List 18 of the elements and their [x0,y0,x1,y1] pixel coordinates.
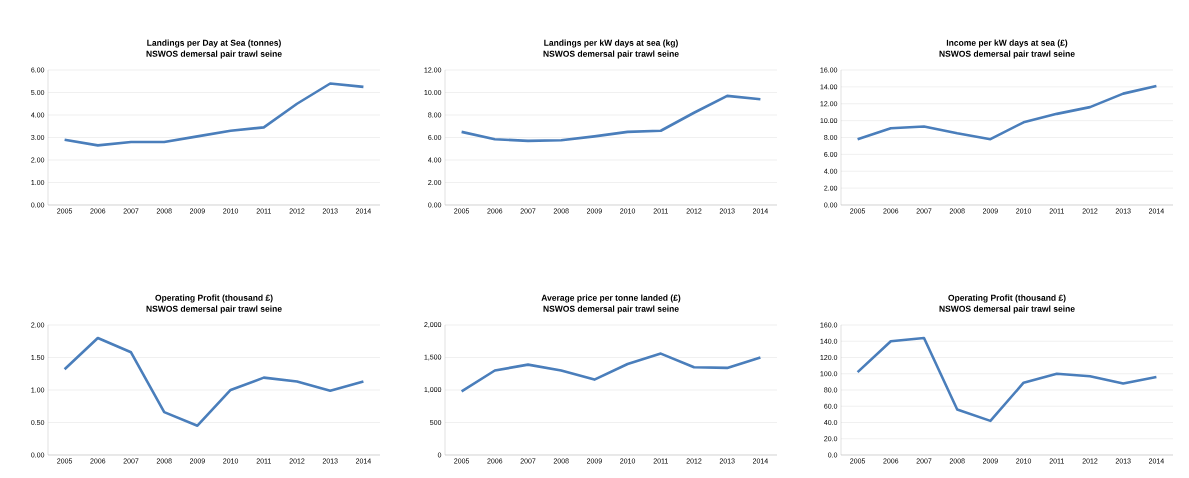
chart-subtitle: NSWOS demersal pair trawl seine [543,305,679,314]
chart-title: Operating Profit (thousand £) [948,294,1066,303]
chart-title: Income per kW days at sea (£) [946,39,1068,48]
chart-title: Average price per tonne landed (£) [541,294,681,303]
chart-subtitle: NSWOS demersal pair trawl seine [939,50,1075,59]
chart-subtitle: NSWOS demersal pair trawl seine [146,305,282,314]
line-series [63,336,365,428]
chart-title: Landings per Day at Sea (tonnes) [147,39,281,48]
chart-title: Operating Profit (thousand £) [155,294,273,303]
line-series [856,84,1158,141]
line-series [460,94,762,143]
chart-subtitle: NSWOS demersal pair trawl seine [543,50,679,59]
chart-title: Landings per kW days at sea (kg) [544,39,678,48]
chart-subtitle: NSWOS demersal pair trawl seine [146,50,282,59]
chart-subtitle: NSWOS demersal pair trawl seine [939,305,1075,314]
line-series [63,82,365,147]
line-series [856,336,1158,423]
line-series [460,352,762,393]
